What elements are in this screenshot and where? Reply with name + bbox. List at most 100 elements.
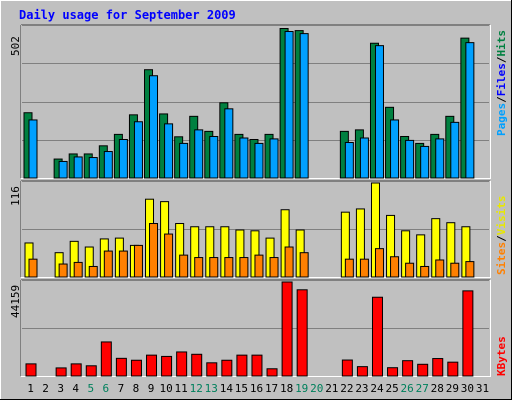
sites-bar-day-19 [299,252,309,278]
sites-bar-day-12 [194,257,204,278]
pages-bar-day-15 [239,137,249,179]
sites-bar-day-8 [133,244,143,278]
day-label-15: 15 [235,382,248,395]
day-label-24: 24 [370,382,384,395]
day-label-5: 5 [87,382,94,395]
legend-hits: Hits [495,30,508,57]
day-label-6: 6 [103,382,110,395]
kbytes-bar-day-17 [266,368,278,377]
pages-bar-day-7 [118,138,128,179]
visits-ymax-label: 116 [9,186,22,206]
day-label-1: 1 [27,382,34,395]
day-label-27: 27 [416,382,429,395]
day-label-9: 9 [148,382,155,395]
sites-bar-day-18 [284,246,294,278]
kbytes-bar-day-18 [281,281,293,377]
kbytes-bar-day-11 [176,351,188,377]
day-label-14: 14 [220,382,234,395]
sites-bar-day-23 [359,258,369,278]
kbytes-bar-day-3 [55,367,67,377]
day-label-23: 23 [355,382,368,395]
kbytes-bar-day-9 [146,354,158,377]
sites-bar-day-25 [390,256,400,278]
day-label-31: 31 [476,382,489,395]
pages-bar-day-5 [88,157,98,179]
day-label-17: 17 [265,382,278,395]
kbytes-bar-day-10 [161,355,173,377]
day-label-7: 7 [118,382,125,395]
pages-bar-day-1 [28,119,38,179]
kbytes-bar-day-19 [296,289,308,377]
pages-bar-day-28 [435,138,445,179]
pages-bar-day-13 [209,135,219,179]
kbytes-bar-day-23 [356,366,368,377]
day-label-21: 21 [325,382,338,395]
sites-bar-day-17 [269,257,279,278]
pages-bar-day-16 [254,142,264,179]
visits-legend: Sites/Visits [495,196,508,276]
kbytes-bar-day-7 [115,357,127,377]
pages-bar-day-10 [164,123,174,179]
day-label-12: 12 [190,382,203,395]
pages-bar-day-4 [73,156,83,179]
sites-bar-day-26 [405,262,415,278]
legend-files: Files [495,63,508,96]
day-label-4: 4 [72,382,79,395]
kbytes-bar-day-8 [130,359,142,377]
pages-bar-day-23 [359,137,369,179]
sites-bar-day-13 [209,257,219,278]
day-label-11: 11 [175,382,188,395]
day-label-18: 18 [280,382,293,395]
sites-bar-day-22 [344,258,354,278]
kbytes-ymax-label: 44159 [9,285,22,318]
sites-bar-day-14 [224,257,234,278]
day-label-16: 16 [250,382,263,395]
sites-bar-day-4 [73,261,83,278]
sites-bar-day-29 [450,262,460,278]
pages-bar-day-19 [299,33,309,179]
kbytes-bar-day-5 [85,365,97,377]
kbytes-bar-day-13 [206,362,218,377]
day-label-2: 2 [42,382,49,395]
sites-bar-day-16 [254,254,264,278]
day-label-28: 28 [431,382,444,395]
kbytes-bar-day-4 [70,363,82,377]
pages-bar-day-30 [465,42,475,179]
day-label-10: 10 [159,382,172,395]
sites-bar-day-11 [179,254,189,278]
sites-bar-day-27 [420,265,430,278]
kbytes-bar-day-28 [432,358,444,377]
kbytes-bar-day-25 [387,367,399,377]
day-label-19: 19 [295,382,308,395]
sites-bar-day-24 [374,248,384,278]
pages-bar-day-24 [374,45,384,179]
pages-bar-day-22 [344,142,354,179]
kbytes-bar-day-12 [191,353,203,377]
sites-bar-day-7 [118,250,128,278]
hits-ymax-label: 502 [9,36,22,56]
kbytes-bar-day-24 [371,296,383,377]
legend-pages: Pages [495,103,508,136]
day-label-29: 29 [446,382,459,395]
pages-bar-day-18 [284,31,294,179]
pages-bar-day-29 [450,121,460,179]
kbytes-bar-day-15 [236,354,248,377]
kbytes-bar-day-1 [25,363,37,377]
day-label-25: 25 [385,382,398,395]
pages-bar-day-9 [149,75,159,179]
legend-sites: Sites [495,242,508,275]
sites-bar-day-10 [164,233,174,278]
kbytes-bar-day-29 [447,361,459,377]
pages-bar-day-12 [194,129,204,179]
hits-legend: Pages/Files/Hits [495,30,508,136]
pages-bar-day-26 [405,139,415,179]
day-label-3: 3 [57,382,64,395]
day-label-20: 20 [310,382,323,395]
sites-bar-day-5 [88,265,98,278]
pages-bar-day-6 [103,151,113,179]
pages-bar-day-8 [133,121,143,179]
pages-bar-day-11 [179,142,189,179]
sites-bar-day-9 [149,223,159,278]
kbytes-bar-day-26 [402,360,414,377]
legend-kbytes: KBytes [495,336,508,376]
